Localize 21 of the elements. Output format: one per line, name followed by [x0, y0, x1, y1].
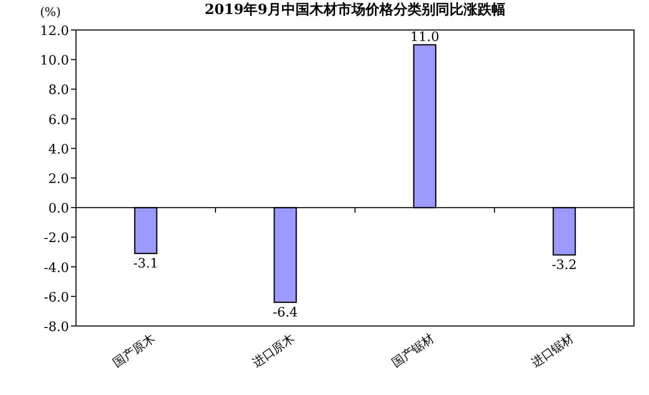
ytick: 8.0 [48, 83, 69, 98]
ytick: -6.0 [44, 290, 69, 306]
ylabel: (%) [40, 5, 61, 19]
xtick: 进口原木 [250, 331, 297, 370]
title: 2019年9月中国木材市场价格分类别同比涨跌幅 [204, 2, 506, 18]
ytick: 6.0 [48, 112, 69, 128]
data-label: 11.0 [410, 30, 440, 45]
ytick: 4.0 [48, 142, 69, 158]
ytick: -4.0 [44, 260, 69, 276]
ytick: 12.0 [40, 24, 69, 39]
data-label: -3.1 [133, 256, 158, 272]
xtick: 国产锯材 [389, 331, 436, 370]
ytick: 10.0 [40, 54, 69, 69]
ytick: -2.0 [44, 231, 69, 246]
ytick: -8.0 [44, 320, 69, 335]
ytick: 0.0 [48, 202, 69, 217]
data-label: -3.2 [552, 258, 577, 273]
xtick: 国产原木 [110, 331, 158, 370]
data-label: -6.4 [272, 305, 298, 320]
ytick: 2.0 [48, 172, 69, 187]
xtick: 进口锯材 [528, 331, 576, 370]
